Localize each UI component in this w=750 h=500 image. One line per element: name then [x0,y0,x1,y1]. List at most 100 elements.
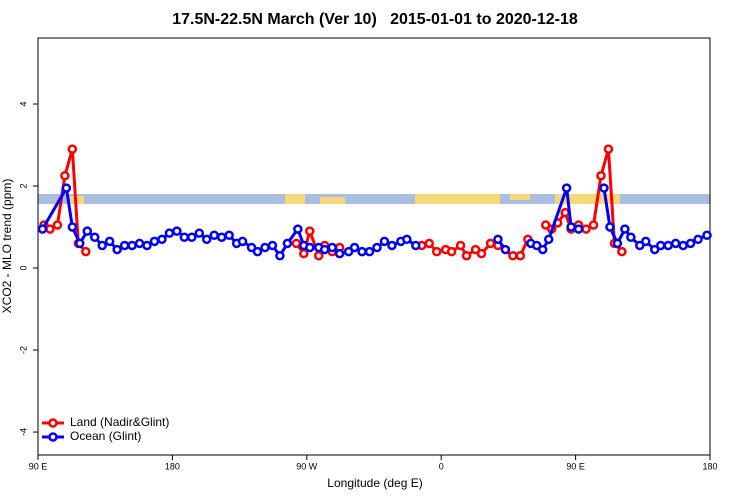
point [588,220,599,230]
y-axis-label: XCO2 - MLO trend (ppm) [0,179,14,314]
point [157,234,167,245]
point [291,238,302,249]
point [252,246,263,257]
point [599,183,609,193]
point [216,232,227,243]
point [61,183,72,193]
point [224,230,234,240]
point [319,244,330,255]
point [127,240,137,251]
point [620,224,630,234]
y-tick-label: -4 [18,428,28,436]
point [172,226,182,236]
point [97,240,107,251]
point [461,250,472,261]
x-tick-label: 90 E [566,461,585,471]
point [75,238,85,249]
point [134,238,145,249]
point [104,236,115,247]
y-tick-label: -2 [18,346,28,354]
x-tick-label: 180 [702,461,717,471]
point [201,234,212,245]
point [142,240,152,251]
point [678,240,688,251]
point [470,244,481,255]
point [402,234,412,245]
x-axis-label: Longitude (deg E) [327,476,422,490]
point [379,236,390,247]
point [357,246,367,257]
point [693,234,703,245]
point [596,171,606,181]
point [81,246,91,257]
point [670,238,681,249]
point [605,222,615,232]
point [566,222,576,232]
point [573,224,584,234]
point [515,250,526,261]
point [581,224,591,234]
y-tick-label: 2 [18,184,28,189]
point [685,238,696,249]
point [260,242,270,253]
point [387,240,397,251]
point [45,224,55,234]
point [334,248,345,259]
legend-label: Ocean (Glint) [70,429,141,443]
point [641,236,651,247]
point [327,242,337,253]
point [476,248,487,259]
point [364,246,375,257]
point [560,207,570,218]
point [305,226,315,236]
point [209,230,219,240]
point [179,232,190,243]
x-tick-label: 180 [165,461,180,471]
point [702,230,712,240]
point [540,220,551,230]
legend-label: Land (Nadir&Glint) [70,415,169,429]
x-tick-label: 0 [439,461,444,471]
point [149,236,160,247]
x-tick-label: 90 W [296,461,318,471]
point [532,240,542,251]
point [237,236,248,247]
point [82,226,93,236]
point [543,234,554,245]
point [194,228,205,238]
x-tick-label: 90 E [29,461,48,471]
point [455,240,466,251]
point [37,224,48,234]
point [67,222,78,232]
point [411,240,421,251]
point [89,232,100,243]
point [663,240,673,251]
point [561,183,572,193]
point [508,250,518,261]
y-tick-label: 4 [18,102,28,107]
point [267,240,278,251]
point [617,246,627,257]
point [537,244,548,255]
point [313,250,324,261]
point [343,246,354,257]
point [649,244,660,255]
point [446,246,457,257]
point [119,240,130,251]
chart-title: 17.5N-22.5N March (Ver 10) 2015-01-01 to… [172,11,578,28]
map-strip [38,194,710,204]
point [299,248,309,259]
legend-marker [48,432,58,442]
point [67,144,78,154]
point [655,240,666,251]
point [431,246,442,257]
point [275,250,285,261]
point [493,234,503,245]
point [305,242,315,253]
point [372,242,382,253]
y-tick-label: 0 [18,266,28,271]
point [424,238,435,249]
point [603,144,614,154]
point [164,228,175,238]
